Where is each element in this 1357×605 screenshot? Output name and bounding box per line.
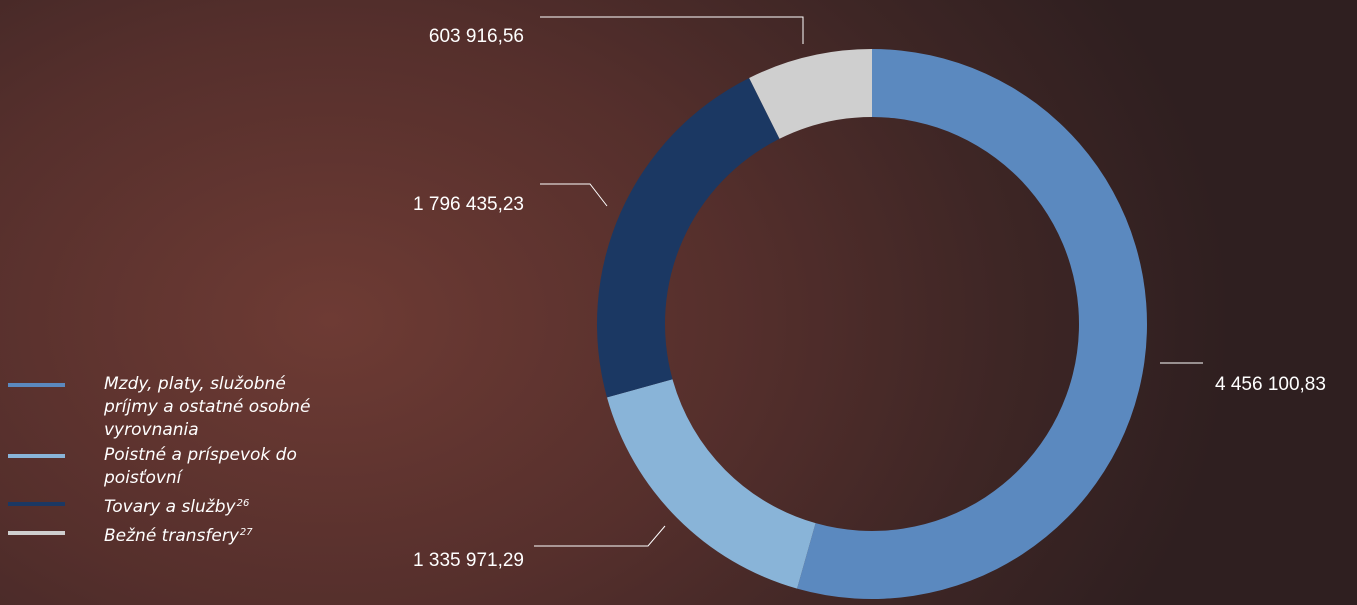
legend-swatch-transfers [8,531,65,535]
legend-swatch-wages [8,383,65,387]
legend-item-insurance: Poistné a príspevok do poisťovní [8,444,338,490]
legend-label-transfers: Bežné transfery [104,526,239,546]
legend-label-insurance: Poistné a príspevok do poisťovní [104,445,297,488]
slice-wages [797,49,1148,599]
slice-goods-services [596,77,780,398]
callout-leader-slice-2 [534,525,666,547]
callout-leader-slice-3 [540,183,608,207]
value-label-slice-1: 4 456 100,83 [1215,374,1326,395]
legend-footnote-goods-services: 26 [236,498,250,509]
value-label-slice-3: 1 796 435,23 [413,194,524,215]
slice-transfers [749,49,872,139]
legend-footnote-transfers: 27 [239,527,253,538]
legend-swatch-insurance [8,454,65,458]
legend: Mzdy, platy, služobné príjmy a ostatné o… [8,373,338,548]
legend-item-goods-services: Tovary a služby26 [8,492,338,519]
legend-label-goods-services: Tovary a služby [104,497,236,517]
callout-leader-slice-4 [540,16,804,44]
donut-slices [596,49,1148,599]
value-label-slice-4: 603 916,56 [429,26,524,47]
legend-item-transfers: Bežné transfery27 [8,521,338,548]
value-label-slice-2: 1 335 971,29 [413,550,524,571]
legend-swatch-goods-services [8,502,65,506]
value-callouts: 4 456 100,83 1 335 971,29 1 796 435,23 6… [413,16,1326,571]
slice-insurance [606,379,816,589]
legend-label-wages: Mzdy, platy, služobné príjmy a ostatné o… [104,374,311,440]
legend-item-wages: Mzdy, platy, služobné príjmy a ostatné o… [8,373,338,442]
